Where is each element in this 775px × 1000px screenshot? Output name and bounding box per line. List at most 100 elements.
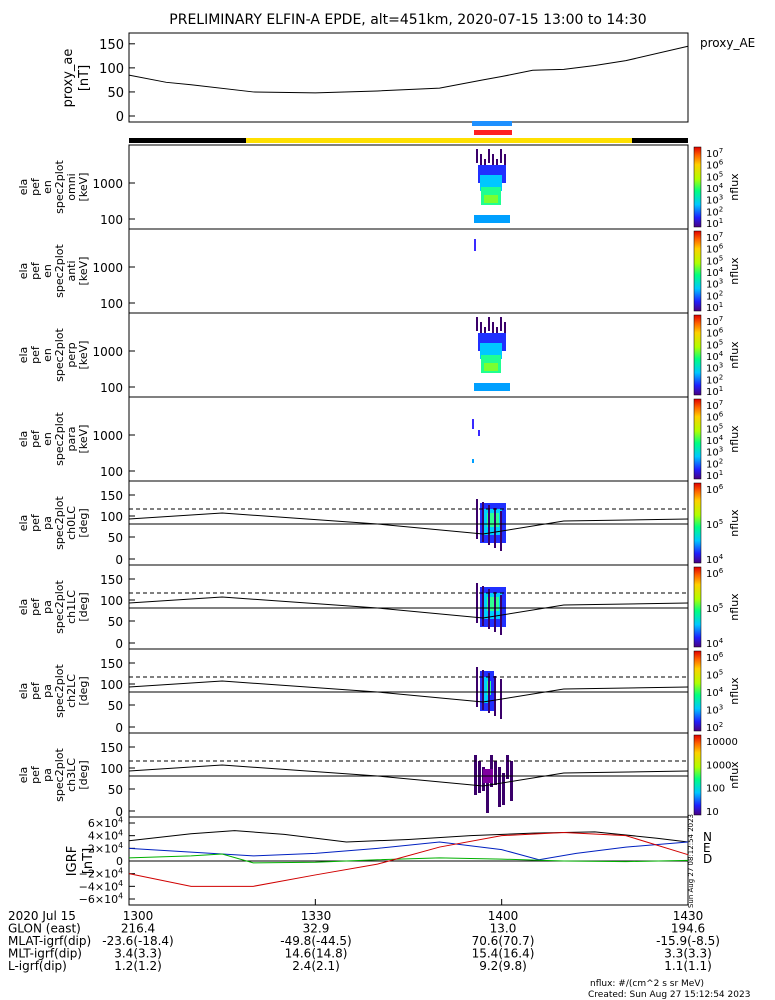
spectrogram-cell <box>480 322 482 336</box>
spectrogram-cell <box>504 322 506 336</box>
colorbar-title: nflux <box>728 677 741 705</box>
ephem-row-label: 2020 Jul 15 <box>8 909 76 923</box>
panel-frame <box>128 228 689 314</box>
panel-tick-label: 100 <box>100 594 123 608</box>
colorbar-title: nflux <box>728 425 741 453</box>
panel-tick-label: 100 <box>100 510 123 524</box>
spectrogram-cell <box>476 317 478 331</box>
igrf-legend-N: N <box>703 830 712 844</box>
ephem-value: 13.0 <box>490 922 517 936</box>
ephem-value: 3.4(3.3) <box>114 947 162 961</box>
proxy-ae-line <box>128 45 689 94</box>
panel-ylabel: spec2plot <box>53 328 66 382</box>
spectrogram-cell <box>484 195 498 203</box>
panel-ylabel: pef <box>29 177 42 196</box>
panel-ylabel: [keV] <box>77 257 90 286</box>
ephem-row-label: MLT-igrf(dip) <box>8 947 82 961</box>
panel-ylabel: ch3LC <box>65 758 78 792</box>
panel-ylabel: en <box>41 264 54 278</box>
panel-ylabel: spec2plot <box>53 748 66 802</box>
panel-ylabel: ch0LC <box>65 506 78 540</box>
spectrogram-cell <box>482 670 484 710</box>
panel-tick-label: 100 <box>100 297 123 311</box>
spectrogram-cell <box>494 508 496 548</box>
proxy-ae-tick-label: 150 <box>99 38 124 53</box>
pa-loss-cone-curve <box>128 764 689 787</box>
panel-ylabel: pef <box>29 261 42 280</box>
igrf-ylabel: IGRF <box>65 846 80 876</box>
spectrogram-cell <box>474 755 477 795</box>
panel-ylabel: pef <box>29 597 42 616</box>
ephem-value: 1.1(1.1) <box>664 959 712 973</box>
ephem-value: 32.9 <box>303 922 330 936</box>
colorbar-label: 103 <box>706 704 723 717</box>
ephem-value: 1430 <box>673 909 704 923</box>
panel-ylabel: spec2plot <box>53 244 66 298</box>
panel-tick-label: 0 <box>115 553 123 567</box>
figure-title: PRELIMINARY ELFIN-A EPDE, alt=451km, 202… <box>169 12 646 28</box>
panel-frame <box>128 564 689 650</box>
colorbar-label: 105 <box>706 669 723 682</box>
ephem-row-label: L-igrf(dip) <box>8 959 67 973</box>
panel-tick-label: 100 <box>100 678 123 692</box>
science-zone-red <box>474 130 512 135</box>
ephem-value: 14.6(14.8) <box>285 947 348 961</box>
proxy-ae-tick-label: 0 <box>116 110 124 125</box>
panel-ylabel: ch2LC <box>65 674 78 708</box>
panel-tick-label: 50 <box>108 615 123 629</box>
spectrogram-cell <box>472 459 474 463</box>
panel-tick-label: 150 <box>100 657 123 671</box>
panel-ylabel: pa <box>41 768 54 782</box>
igrf-series-bz <box>128 831 689 887</box>
spectrogram-cell <box>494 676 496 716</box>
proxy-ae-frame <box>128 32 689 123</box>
colorbar-title: nflux <box>728 173 741 201</box>
panel-frame <box>128 732 689 818</box>
spectrogram-cell <box>476 583 478 623</box>
spectrogram-cell <box>502 773 505 805</box>
panel-ylabel: pa <box>41 516 54 530</box>
colorbar <box>693 314 702 396</box>
panel-tick-label: 0 <box>115 721 123 735</box>
panel-ylabel: [deg] <box>77 508 90 537</box>
units-note: nflux: #/(cm^2 s sr MeV) <box>590 979 704 989</box>
colorbar-title: nflux <box>728 257 741 285</box>
colorbar <box>693 734 702 816</box>
panel-ylabel: ela <box>17 179 30 196</box>
proxy-ae-legend: proxy_AE <box>700 36 755 50</box>
igrf-series-by <box>128 853 689 864</box>
panel-ylabel: [keV] <box>77 341 90 370</box>
panel-tick-label: 150 <box>100 573 123 587</box>
spectrogram-cell <box>474 239 476 251</box>
panel-frame <box>128 648 689 734</box>
orbit-bar-day <box>246 138 632 143</box>
spectrogram-cell <box>474 215 510 223</box>
colorbar-label: 104 <box>706 553 724 566</box>
colorbar-label: 101 <box>706 217 723 230</box>
pa-loss-cone-curve <box>128 596 689 619</box>
igrf-tick-label: 2×104 <box>88 841 123 855</box>
spectrogram-cell <box>506 755 509 779</box>
proxy-ae-tick-label: 100 <box>99 62 124 77</box>
panel-tick-label: 50 <box>108 699 123 713</box>
ephem-value: -49.8(-44.5) <box>280 934 351 948</box>
proxy-ae-ylabel: proxy_ae <box>61 49 76 108</box>
colorbar-label: 101 <box>706 385 723 398</box>
panel-ylabel: ela <box>17 263 30 280</box>
panel-ch2: ela pef pa spec2plot ch2LC [deg] 150 100 50 0 106 1… <box>17 648 741 735</box>
spectrogram-cell <box>488 317 490 331</box>
igrf-tick-label: 4×104 <box>88 828 123 842</box>
panel-tick-label: 100 <box>100 762 123 776</box>
panel-ylabel: [deg] <box>77 676 90 705</box>
panel-frame <box>128 144 689 230</box>
ephem-value: 15.4(16.4) <box>472 947 535 961</box>
ephem-value: 1.2(1.2) <box>114 959 162 973</box>
ephem-value: 70.6(70.7) <box>472 934 535 948</box>
spectrogram-cell <box>484 363 498 371</box>
panel-ylabel: [keV] <box>77 173 90 202</box>
ephem-value: 3.3(3.3) <box>664 947 712 961</box>
ephem-value: 9.2(9.8) <box>479 959 527 973</box>
colorbar-label: 106 <box>706 483 724 496</box>
panel-ylabel: [deg] <box>77 592 90 621</box>
